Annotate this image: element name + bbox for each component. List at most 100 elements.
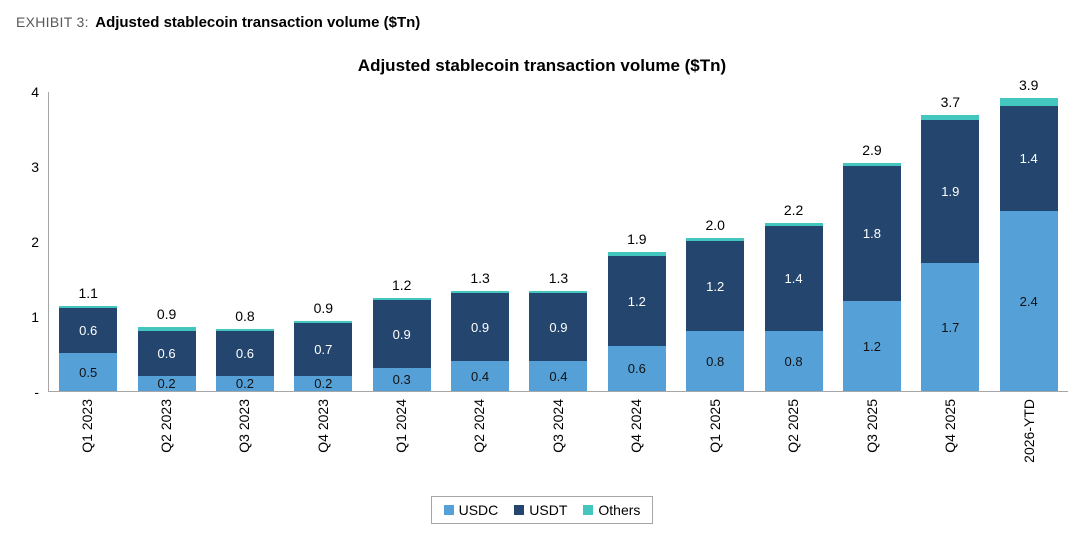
stacked-bar-chart: Adjusted stablecoin transaction volume (… <box>16 56 1068 524</box>
exhibit-title: Adjusted stablecoin transaction volume (… <box>95 14 421 31</box>
bar-total-label: 1.3 <box>548 270 569 286</box>
x-axis-label: Q1 2024 <box>393 399 410 453</box>
bar-segment-usdc: 0.2 <box>137 376 196 391</box>
x-label-cell: Q4 2023 <box>294 399 352 494</box>
bar-segment-usdt: 0.9 <box>451 293 510 361</box>
bar-segment-others <box>764 223 823 226</box>
plot-main: 1.1 0.6 0.5 0.9 0.6 0.2 0.8 0.6 0.2 0.9 0.7 0.2 1.2 0… <box>48 77 1068 494</box>
x-axis-label: Q1 2025 <box>706 399 723 453</box>
x-axis-label: Q3 2025 <box>863 399 880 453</box>
bar-segment-usdt: 0.6 <box>137 331 196 376</box>
bar-group-q4-2025: 3.7 1.9 1.7 <box>921 94 980 391</box>
bar-segment-usdc: 1.2 <box>842 301 901 391</box>
bar-segment-usdt: 0.9 <box>529 293 588 361</box>
bar-total-label: 1.1 <box>78 285 98 301</box>
x-label-cell: Q2 2025 <box>764 399 822 494</box>
bar-segment-usdc: 0.8 <box>686 331 745 391</box>
x-axis-label: Q2 2023 <box>157 399 174 453</box>
bar-segment-usdt: 0.6 <box>59 308 118 353</box>
bar-segment-others <box>686 238 745 241</box>
bar-stack: 1.4 0.8 <box>764 223 823 391</box>
bar-stack: 1.4 2.4 <box>999 98 1058 391</box>
x-axis-label: Q2 2025 <box>785 399 802 453</box>
bar-segment-usdt: 0.9 <box>372 300 431 368</box>
bar-stack: 0.9 0.3 <box>372 298 431 391</box>
x-label-cell: Q4 2025 <box>921 399 979 494</box>
exhibit-number: EXHIBIT 3: <box>16 14 89 30</box>
legend-label: Others <box>598 502 641 518</box>
legend-row: USDC USDT Others <box>16 496 1068 524</box>
bar-total-label: 1.9 <box>627 231 647 247</box>
bar-segment-usdc: 0.2 <box>215 376 274 391</box>
x-label-cell: Q4 2024 <box>607 399 665 494</box>
bar-segment-usdt: 1.2 <box>607 256 666 346</box>
x-label-cell: Q1 2024 <box>372 399 430 494</box>
x-label-cell: Q3 2024 <box>529 399 587 494</box>
bar-segment-usdc: 0.3 <box>372 368 431 391</box>
bar-stack: 1.9 1.7 <box>921 115 980 391</box>
bar-segment-others <box>451 291 510 293</box>
bar-segment-usdt: 0.6 <box>215 331 274 376</box>
legend-label: USDT <box>529 502 568 518</box>
legend-item-usdt: USDT <box>514 502 567 518</box>
bar-segment-usdt: 1.2 <box>686 241 745 331</box>
legend-swatch-usdc <box>443 505 454 515</box>
exhibit-page: EXHIBIT 3: Adjusted stablecoin transacti… <box>16 14 1068 524</box>
bar-segment-usdt: 1.4 <box>764 226 823 331</box>
bar-segment-others <box>921 115 980 120</box>
bar-stack: 0.6 0.5 <box>59 306 118 391</box>
bar-stack: 1.2 0.6 <box>607 252 666 391</box>
legend: USDC USDT Others <box>430 496 654 524</box>
bar-segment-others <box>529 291 588 293</box>
bar-segment-usdt: 1.4 <box>999 106 1058 211</box>
y-tick-label: 1 <box>31 309 39 325</box>
bar-segment-usdc: 0.2 <box>294 376 353 391</box>
bar-total-label: 0.8 <box>235 308 255 324</box>
x-axis-label: Q1 2023 <box>79 399 96 453</box>
bar-group-q2-2025: 2.2 1.4 0.8 <box>764 202 823 391</box>
bar-group-q3-2023: 0.8 0.6 0.2 <box>215 308 274 391</box>
x-axis-label: Q2 2024 <box>471 399 488 453</box>
bar-segment-others <box>607 252 666 256</box>
bar-segment-usdt: 0.7 <box>294 323 353 376</box>
y-tick-label: 3 <box>31 159 39 175</box>
bar-segment-others <box>215 329 274 331</box>
bar-group-q1-2023: 1.1 0.6 0.5 <box>59 285 118 391</box>
bar-total-label: 0.9 <box>156 306 177 322</box>
y-tick-label: 2 <box>31 234 39 250</box>
bar-segment-usdt: 1.8 <box>842 166 901 301</box>
x-axis-labels: Q1 2023 Q2 2023 Q3 2023 Q4 2023 Q1 2024 Q2 20… <box>48 392 1068 494</box>
bar-group-2026-ytd: 3.9 1.4 2.4 <box>999 77 1058 391</box>
bar-segment-others <box>294 321 353 323</box>
y-tick-label: - <box>34 384 39 400</box>
bar-stack: 1.8 1.2 <box>842 163 901 391</box>
y-tick-label: 4 <box>31 84 39 100</box>
legend-swatch-usdt <box>514 505 525 515</box>
bar-group-q2-2024: 1.3 0.9 0.4 <box>451 270 510 391</box>
bar-segment-others <box>372 298 431 300</box>
bar-segment-usdt: 1.9 <box>921 120 980 263</box>
bar-group-q2-2023: 0.9 0.6 0.2 <box>137 306 196 391</box>
bar-total-label: 3.7 <box>940 94 961 110</box>
bar-group-q4-2024: 1.9 1.2 0.6 <box>607 231 666 391</box>
chart-title: Adjusted stablecoin transaction volume (… <box>357 56 727 75</box>
bar-segment-usdc: 2.4 <box>999 211 1058 391</box>
x-label-cell: Q1 2023 <box>58 399 116 494</box>
bar-total-label: 3.9 <box>1018 77 1039 93</box>
bar-segment-usdc: 0.4 <box>451 361 510 391</box>
bar-group-q1-2025: 2.0 1.2 0.8 <box>686 217 745 391</box>
bar-total-label: 2.2 <box>783 202 804 218</box>
bar-segment-usdc: 1.7 <box>921 263 980 391</box>
bar-segment-others <box>137 327 196 331</box>
x-axis-label: Q4 2025 <box>942 399 959 453</box>
plot-area: 1.1 0.6 0.5 0.9 0.6 0.2 0.8 0.6 0.2 0.9 0.7 0.2 1.2 0… <box>48 77 1068 392</box>
bar-stack: 0.9 0.4 <box>451 291 510 391</box>
bar-stack: 0.6 0.2 <box>215 329 274 391</box>
bar-group-q3-2025: 2.9 1.8 1.2 <box>842 142 901 391</box>
bar-stack: 1.2 0.8 <box>686 238 745 391</box>
x-label-cell: Q1 2025 <box>686 399 744 494</box>
x-label-cell: Q3 2025 <box>843 399 901 494</box>
bar-segment-others <box>999 98 1058 106</box>
legend-item-usdc: USDC <box>443 502 498 518</box>
